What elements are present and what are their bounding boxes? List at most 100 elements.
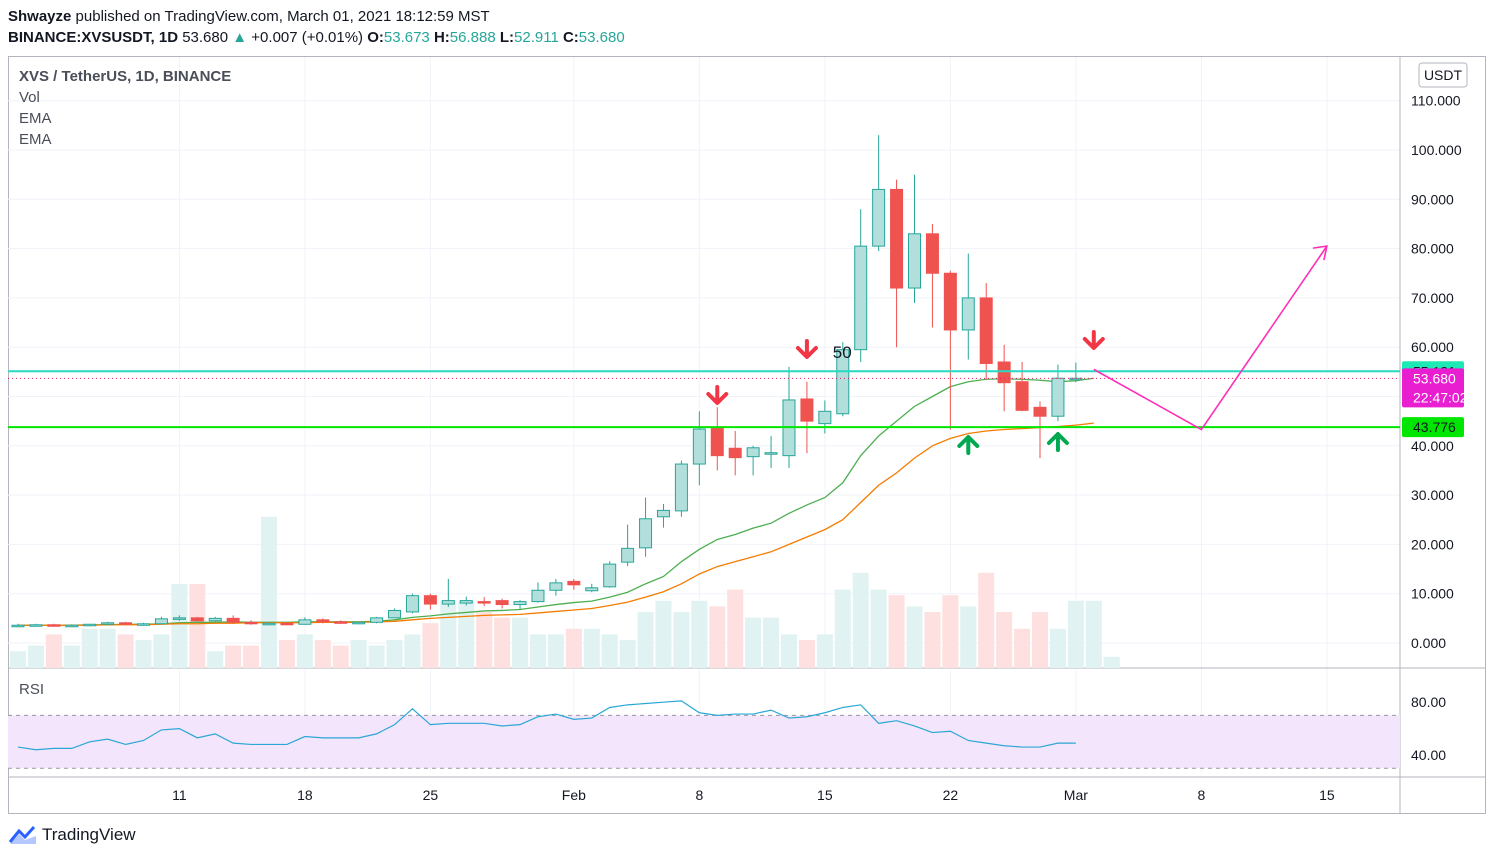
x-tick-label: 11 [172,787,187,803]
volume-bar [296,634,313,668]
rsi-tick-label: 40.00 [1411,747,1446,763]
author-name[interactable]: Shwayze [8,8,72,25]
volume-bar [81,628,98,668]
volume-bar [1032,612,1049,668]
candle-body [352,621,366,625]
legend-item-ema-slow[interactable]: EMA [19,131,52,148]
volume-bar [404,634,421,668]
close-value: 53.680 [578,29,625,46]
volume-bar [153,634,170,668]
arrow-head [795,346,818,359]
candle-body [728,447,742,459]
arrow-head [1046,432,1069,445]
volume-bar [261,516,278,668]
volume-bar [798,640,815,668]
volume-bar [1014,628,1031,668]
volume-bar [727,589,744,668]
volume-bar [601,634,618,668]
candles [11,135,1083,628]
x-tick-label: Feb [562,787,586,803]
candle-body [405,595,419,613]
volume-bar [368,645,385,668]
y-tick-label: 20.000 [1411,536,1454,552]
y-tick-label: 90.000 [1411,191,1454,207]
projection-line [1093,245,1328,431]
chart-frame [8,56,1486,814]
candle-body [531,589,545,603]
ohlc-line: BINANCE:XVSUSDT, 1D 53.680 ▲ +0.007 (+0.… [8,27,625,48]
rsi-tick-label: 80.00 [1411,694,1446,710]
candle-body [334,621,348,624]
currency-box [1418,62,1468,88]
arrow-head [957,435,980,448]
candle-body [226,617,240,623]
footer-brand[interactable]: TradingView [8,824,136,846]
tradingview-logo-icon [8,825,36,844]
candle-body [746,447,760,458]
candle-body [925,233,939,274]
candle-body [997,361,1011,384]
volume-bar [1067,600,1084,668]
y-tick-label: 60.000 [1411,339,1454,355]
candle-body [172,617,186,620]
candle-body [639,518,653,549]
volume-bar [637,612,654,668]
chart-header: Shwayze published on TradingView.com, Ma… [8,6,625,48]
up-arrow-icon: ▲ [232,29,248,46]
volume-bar [996,612,1013,668]
volume-bar [332,645,349,668]
volume-bar [512,617,529,668]
legend-item-ema-fast[interactable]: EMA [19,110,52,127]
candle-body [908,233,921,289]
volume-bar [1049,628,1066,668]
candle-body [621,547,635,563]
ema-slow-line [18,422,1094,626]
volume-bar [978,572,995,668]
candle-body [280,622,294,626]
volume-bar [673,612,690,668]
candle-body [585,587,599,592]
rsi-band [8,715,1400,769]
candle-body [83,623,97,627]
volume-bars [10,516,1120,668]
candle-body [836,349,850,415]
volume-bar [709,606,726,668]
brand-name: TradingView [42,825,136,844]
x-tick-label: 22 [943,787,959,803]
volume-bar [10,651,26,668]
candle-body [29,624,43,627]
y-tick-label: 100.000 [1411,142,1462,158]
volume-bar [207,651,224,668]
annotation-text: 50 [833,343,852,362]
volume-bar [1085,600,1102,668]
last-price: 53.680 [182,29,229,46]
legend-item-volume[interactable]: Vol [19,89,40,106]
open-label: O: [367,29,384,46]
candle-body [854,245,868,351]
candle-body [137,623,151,626]
volume-bar [816,634,833,668]
legend-title[interactable]: XVS / TetherUS, 1D, BINANCE [19,68,232,85]
support-price-label: 43.776 [1413,419,1456,435]
projection-arrowhead [1312,245,1328,261]
volume-bar [458,600,475,668]
candle-body [477,601,491,604]
high-value: 56.888 [449,29,496,46]
rsi-pane-label[interactable]: RSI [19,681,45,698]
y-tick-label: 70.000 [1411,290,1454,306]
volume-bar [99,628,116,668]
candle-body [890,188,904,289]
up-arrow-icon [1046,432,1069,452]
candle-body [244,621,258,625]
candle-body [979,297,993,364]
volume-bar [117,634,134,668]
down-arrow-icon [795,339,818,359]
candle-body [710,428,724,457]
volume-bar [171,584,188,668]
volume-bar [45,634,62,668]
candle-body [423,595,437,605]
volume-bar [476,612,493,668]
candle-body [1051,377,1065,417]
down-arrow-icon [1082,330,1105,350]
